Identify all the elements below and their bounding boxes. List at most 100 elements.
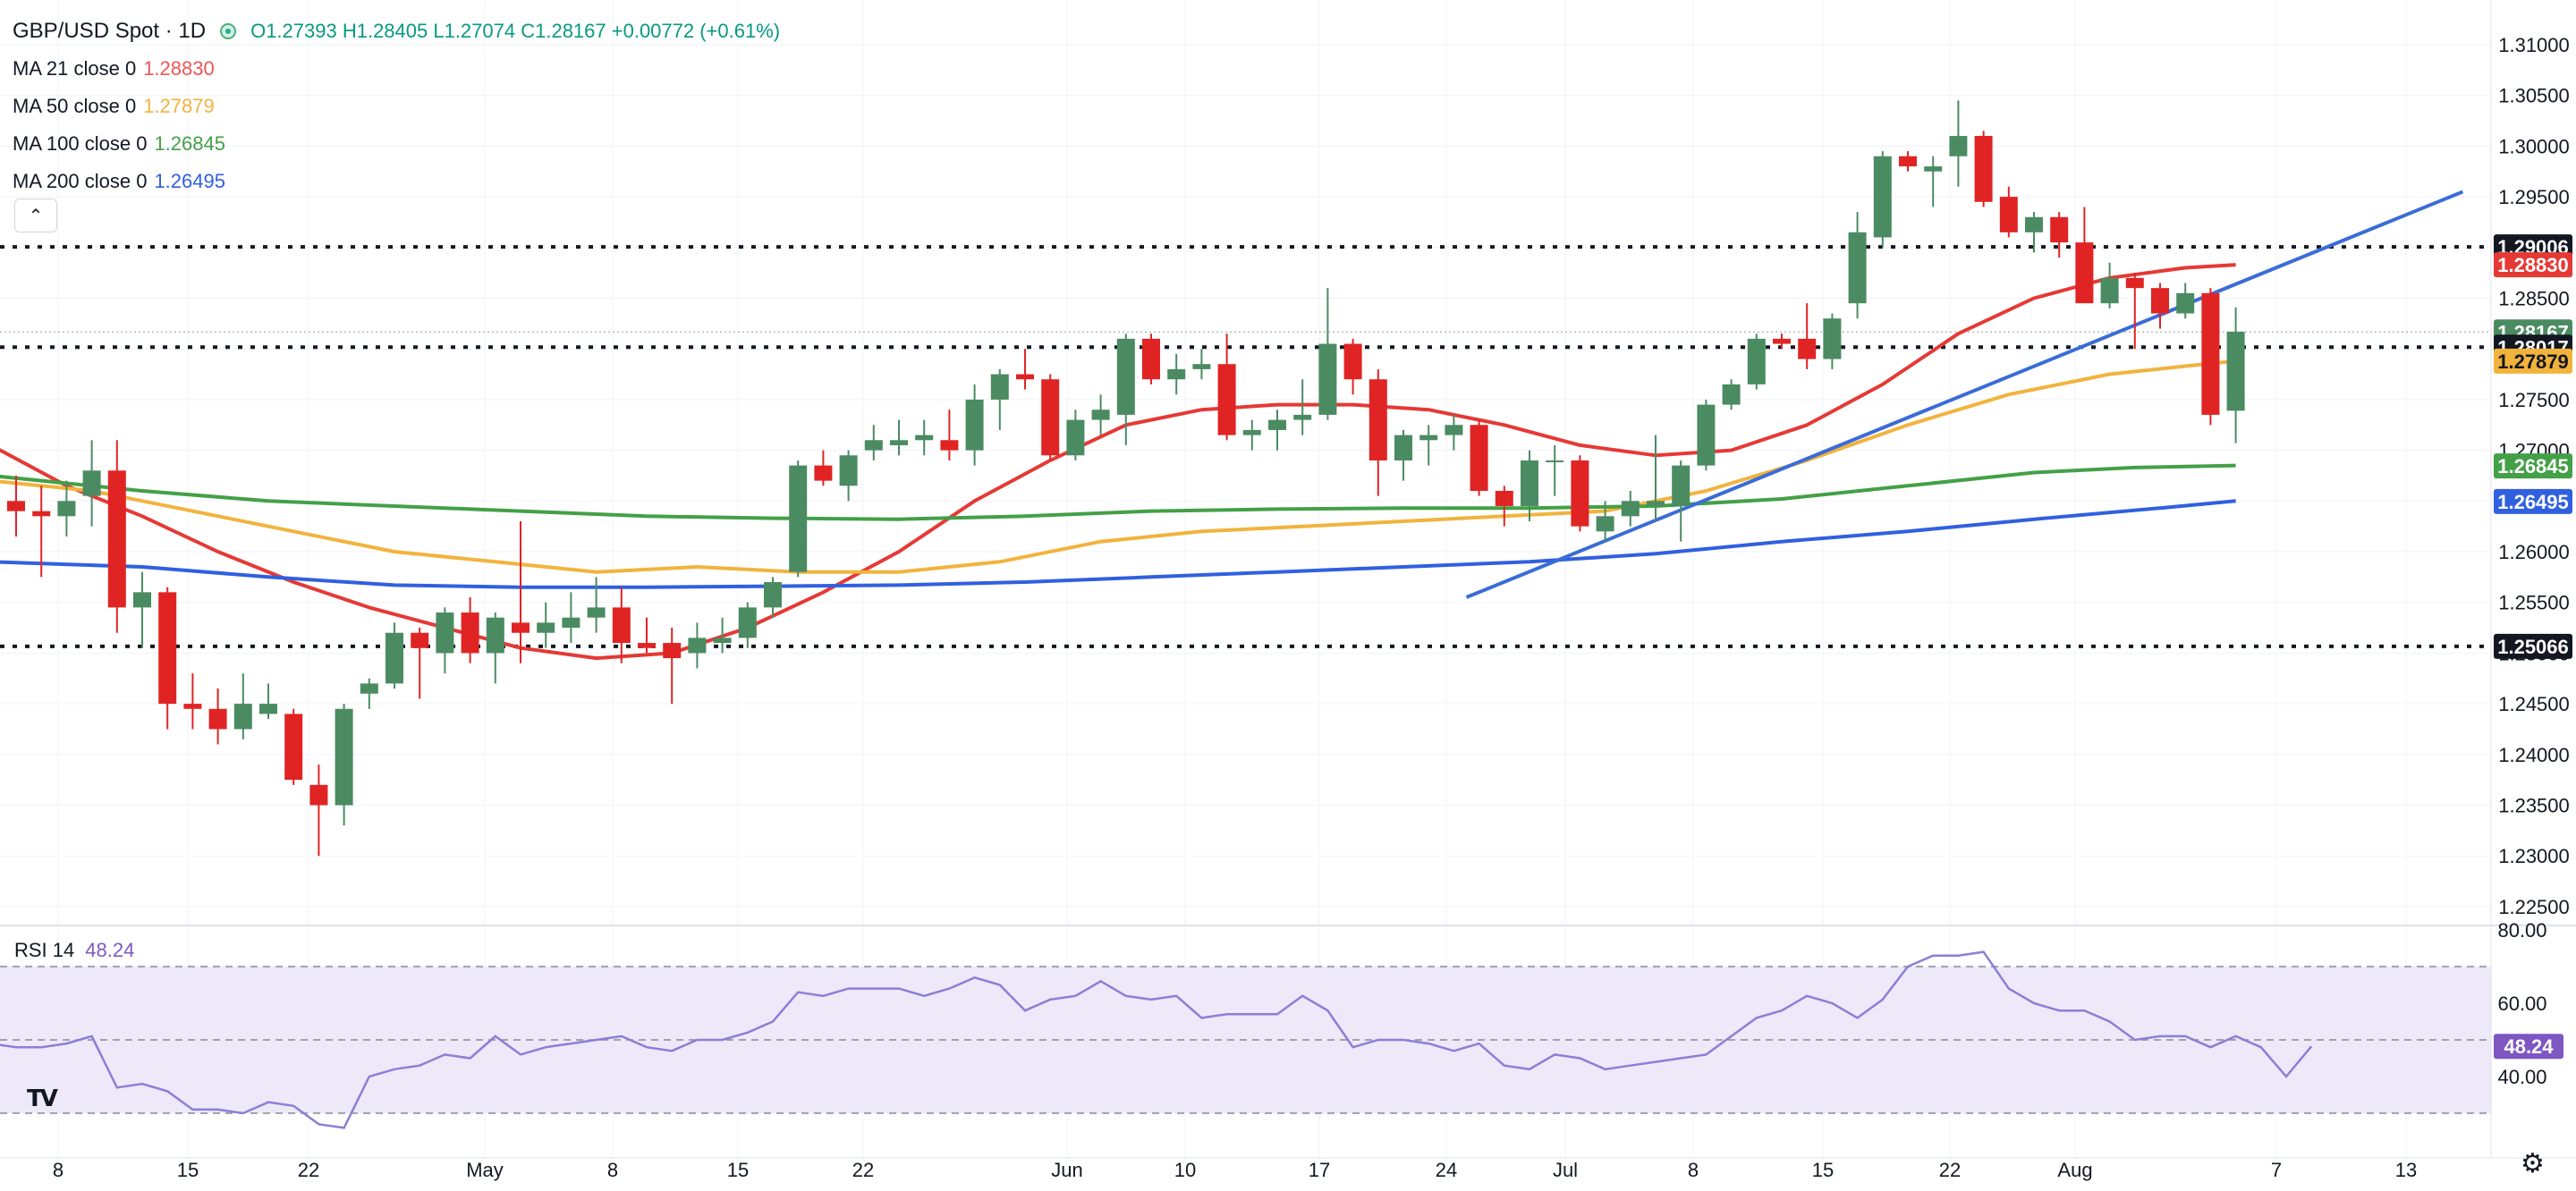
ma100-value: 1.26845 [154,132,225,155]
ma21-legend[interactable]: MA 21 close 0 1.28830 [13,50,780,88]
ma200-value: 1.26495 [154,170,225,192]
y-tick-label: 1.31000 [2498,34,2570,56]
y-tick-label: 1.30000 [2498,135,2570,157]
x-tick-label: May [466,1159,504,1181]
candle-body [1773,338,1791,344]
x-tick-label: Jul [1553,1159,1578,1181]
candle-body [638,643,656,648]
candle-body [612,607,631,644]
candle-body [1974,136,1993,202]
candle-body [1318,343,1337,415]
y-tick-label: 1.24000 [2498,744,2570,766]
y-tick-label: 1.30500 [2498,85,2570,107]
x-tick-label: 24 [1436,1159,1457,1181]
candle-body [208,708,227,730]
candle-body [1192,364,1211,369]
candle-body [2151,288,2169,314]
candle-body [1217,364,1236,435]
ma200-label: MA 200 close 0 [13,170,148,192]
candle-body [1798,338,1817,359]
price-badge-label: 1.26495 [2497,491,2569,513]
ohlc-values: O1.27393 H1.28405 L1.27074 C1.28167 +0.0… [250,20,781,42]
candle-body [1546,460,1564,462]
x-tick-label: Aug [2057,1159,2092,1181]
chart-legend: GBP/USD Spot · 1D O1.27393 H1.28405 L1.2… [13,13,780,200]
candle-body [940,440,959,451]
candle-body [1268,419,1286,430]
candle-body [1142,338,1160,380]
candle-body [1899,156,1917,167]
candle-body [990,374,1009,400]
rsi-badge-label: 48.24 [2504,1035,2554,1058]
candle-body [360,683,378,694]
tradingview-logo-icon[interactable]: TV [27,1085,58,1112]
candle-body [1445,425,1463,435]
symbol-title[interactable]: GBP/USD Spot · 1D [13,19,207,43]
ma200-legend[interactable]: MA 200 close 0 1.26495 [13,163,780,200]
candle-body [890,440,908,445]
candle-body [57,501,76,517]
candle-body [2125,277,2144,289]
candle-body [1041,379,1060,456]
candle-body [411,632,429,648]
price-badge-label: 1.28830 [2497,254,2569,276]
candle-body [107,470,126,608]
candle-body [233,704,252,730]
candle-body [1949,136,1968,156]
ma100-legend[interactable]: MA 100 close 0 1.26845 [13,125,780,163]
candle-body [133,592,151,608]
candle-body [1873,156,1892,238]
x-tick-label: 22 [1939,1159,1961,1181]
candle-body [2050,216,2069,243]
candle-body [789,465,808,572]
ma100-label: MA 100 close 0 [13,132,148,155]
candle-body [1495,490,1513,506]
candle-body [713,638,732,644]
symbol-row: GBP/USD Spot · 1D O1.27393 H1.28405 L1.2… [13,13,780,50]
rsi-label: RSI 14 [14,939,75,961]
price-badge-label: 1.26845 [2497,455,2569,477]
candle-body [1419,435,1438,441]
candle-body [309,784,328,806]
candle-body [1672,465,1690,506]
candle-body [1470,425,1488,491]
candle-body [562,617,580,629]
x-tick-label: 13 [2395,1159,2417,1181]
candle-body [2176,292,2195,314]
x-tick-label: 22 [298,1159,319,1181]
collapse-legend-button[interactable]: ⌃ [14,198,57,232]
candle-body [1747,338,1766,384]
candle-body [32,511,51,517]
x-tick-label: 8 [1688,1159,1699,1181]
candle-body [1016,374,1034,380]
candle-body [461,612,479,654]
candle-body [1066,419,1085,456]
x-tick-label: 7 [2271,1159,2282,1181]
gear-icon[interactable]: ⚙ [2521,1149,2545,1178]
rsi-value: 48.24 [85,939,135,961]
rsi-tick-label: 60.00 [2497,992,2546,1015]
candle-body [1571,460,1589,527]
candle-body [2226,331,2245,411]
candle-body [2100,277,2119,304]
y-tick-label: 1.29500 [2498,186,2570,208]
x-tick-label: 10 [1174,1159,1196,1181]
candle-body [386,632,403,684]
candle-body [764,582,782,608]
candle-body [1848,232,1867,304]
price-badge [2494,633,2572,659]
x-tick-label: 8 [53,1159,64,1181]
candle-body [486,617,504,654]
ma50-legend[interactable]: MA 50 close 0 1.27879 [13,88,780,125]
candle-body [864,440,883,451]
candle-body [2201,292,2220,415]
candle-body [158,592,177,705]
rsi-line [0,950,2313,1129]
candle-body [1242,429,1261,435]
candle-body [259,704,277,714]
rsi-legend[interactable]: RSI 14 48.24 [14,939,134,962]
x-tick-label: 22 [852,1159,874,1181]
candle-body [1621,501,1640,517]
candle-body [587,607,606,618]
